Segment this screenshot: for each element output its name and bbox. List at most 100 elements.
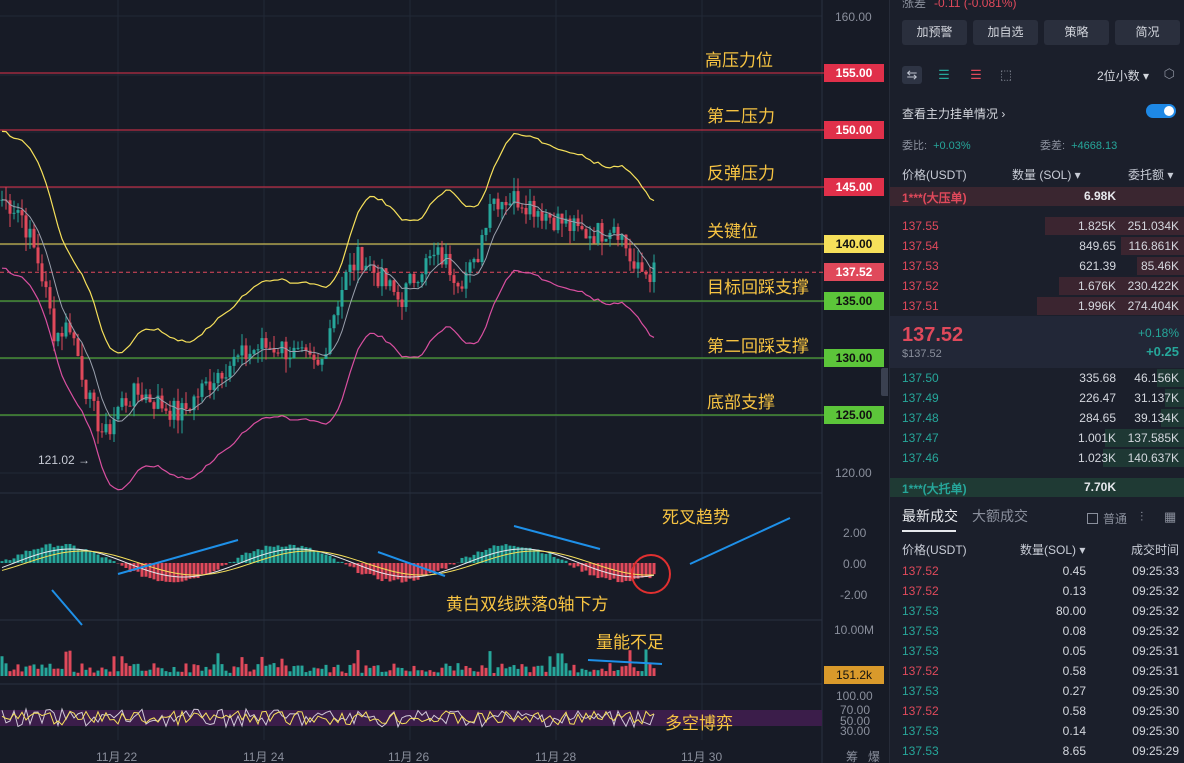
candle-body [208, 381, 212, 390]
tab-latest-trades[interactable]: 最新成交 [902, 508, 958, 524]
trade-header-time: 成交时间 [1131, 543, 1180, 557]
macd-bar [92, 551, 96, 563]
volume-bar [152, 663, 156, 676]
book-price: 137.47 [902, 431, 939, 445]
depth-bar [1137, 257, 1184, 275]
volume-bar [8, 671, 12, 676]
macd-bar [328, 555, 332, 563]
volume-bar [520, 664, 524, 676]
candle-body [268, 347, 272, 349]
bid-row[interactable]: 137.48 284.65 39.134K [890, 408, 1184, 428]
trade-header-qty[interactable]: 数量(SOL) ▾ [1020, 543, 1086, 557]
macd-bar [432, 563, 436, 573]
chart-canvas[interactable] [0, 0, 888, 763]
tab-large-trades[interactable]: 大额成交 [972, 508, 1028, 524]
ask-row[interactable]: 137.55 1.825K 251.034K [890, 216, 1184, 236]
depth-bar [1045, 217, 1184, 235]
macd-bar [44, 544, 48, 563]
normal-checkbox[interactable]: 普通 [1087, 510, 1127, 527]
decimals-select[interactable]: 2位小数 ▾ [1096, 69, 1149, 83]
volume-bar [248, 671, 252, 676]
macd-bar [160, 563, 164, 581]
macd-bar [212, 563, 216, 572]
settings-gear-icon[interactable]: ⬡ [1163, 66, 1175, 81]
strategy-button[interactable]: 策略 [1044, 20, 1109, 45]
book-header-price: 价格(USDT) [902, 168, 967, 182]
book-asks-icon[interactable]: ☰ [970, 67, 982, 82]
volume-bar [76, 672, 80, 676]
macd-bar [228, 562, 232, 563]
filter-icon[interactable]: ⫶ [1140, 509, 1144, 524]
volume-bar [572, 664, 576, 676]
bid-row[interactable]: 137.47 1.001K 137.585K [890, 428, 1184, 448]
candle-body [100, 431, 104, 433]
add-watchlist-button[interactable]: 加自选 [973, 20, 1038, 45]
level-label-155: 高压力位 [705, 51, 773, 70]
candle-body [644, 271, 648, 275]
volume-bar [364, 665, 368, 676]
bid-row[interactable]: 137.46 1.023K 140.637K [890, 448, 1184, 468]
volume-bar [612, 670, 616, 676]
candle-body [396, 291, 400, 300]
candle-body [136, 383, 140, 395]
bid-row[interactable]: 137.50 335.68 46.156K [890, 368, 1184, 388]
volume-bar [476, 671, 480, 676]
trade-qty: 0.27 [1062, 684, 1086, 698]
ask-row[interactable]: 137.53 621.39 85.46K [890, 256, 1184, 276]
annotation-arrow [689, 517, 791, 565]
volume-bar [36, 668, 40, 676]
macd-bar [320, 553, 324, 563]
trade-price: 137.52 [902, 704, 939, 718]
grid-icon[interactable]: ▦ [1164, 509, 1177, 524]
price-chart[interactable]: 160.00 120.00 高压力位 第二压力 反弹压力 关键位 目标回踩支撑 … [0, 0, 888, 763]
macd-bar [444, 563, 448, 569]
macd-bar [8, 560, 12, 563]
candle-body [164, 408, 168, 411]
volume-bar [112, 656, 116, 676]
candle-body [624, 234, 628, 249]
candle-body [572, 218, 576, 231]
book-header-qty[interactable]: 数量 (SOL) ▾ [1012, 168, 1081, 182]
volume-bar [244, 663, 248, 676]
volume-bar [32, 664, 36, 676]
level-label-125: 底部支撑 [707, 393, 775, 412]
big-bid-order[interactable]: 1***(大托单) 7.70K [890, 478, 1184, 497]
rsi-axis-50: 50.00 [840, 714, 871, 728]
overview-button[interactable]: 简况 [1115, 20, 1180, 45]
candle-body [16, 210, 20, 213]
volume-bar [524, 666, 528, 676]
volume-bar [488, 651, 492, 676]
macd-bar [304, 547, 308, 563]
bid-row[interactable]: 137.49 226.47 31.137K [890, 388, 1184, 408]
macd-bar [164, 563, 168, 582]
candle-body [620, 234, 624, 240]
candle-body [420, 274, 424, 283]
volume-bar [620, 666, 624, 676]
book-bids-icon[interactable]: ☰ [938, 67, 950, 82]
volume-bar [176, 671, 180, 676]
macd-bar [464, 556, 468, 563]
macd-bar [472, 554, 476, 563]
ask-row[interactable]: 137.54 849.65 116.861K [890, 236, 1184, 256]
macd-bar [300, 545, 304, 563]
book-qty: 1.001K [1077, 431, 1116, 445]
panel-collapse-handle[interactable] [881, 368, 888, 396]
main-order-link[interactable]: 查看主力挂单情况 › [902, 107, 1006, 121]
big-ask-order[interactable]: 1***(大压单) 6.98K [890, 187, 1184, 206]
book-expand-icon[interactable]: ⬚ [999, 67, 1013, 82]
trade-time: 09:25:30 [1132, 724, 1179, 738]
book-header-amount[interactable]: 委托额 ▾ [1128, 168, 1174, 182]
ask-row[interactable]: 137.51 1.996K 274.404K [890, 296, 1184, 316]
candle-body [532, 200, 536, 217]
main-order-toggle[interactable] [1146, 104, 1176, 118]
book-both-icon[interactable]: ⇆ [902, 66, 922, 84]
macd-bar [264, 545, 268, 563]
macd-bar [76, 548, 80, 563]
volume-bar [568, 670, 572, 676]
trade-row: 137.53 0.27 09:25:30 [890, 681, 1184, 701]
ask-row[interactable]: 137.52 1.676K 230.422K [890, 276, 1184, 296]
candle-body [556, 213, 560, 231]
candle-body [568, 218, 572, 231]
macd-bar [292, 544, 296, 563]
add-alert-button[interactable]: 加预警 [902, 20, 967, 45]
